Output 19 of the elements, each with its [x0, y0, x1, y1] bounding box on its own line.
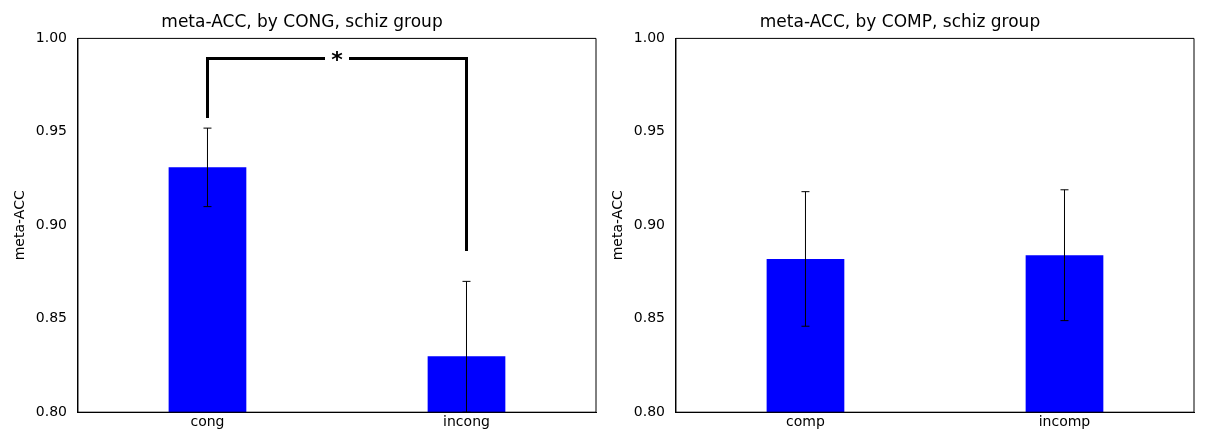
chart-title: meta-ACC, by CONG, schiz group: [161, 10, 443, 31]
y-tick-label: 0.90: [35, 215, 67, 232]
y-tick-label: 0.80: [35, 402, 67, 419]
y-axis-title: meta-ACC: [609, 190, 626, 261]
y-axis-title: meta-ACC: [11, 190, 28, 261]
y-tick-label: 0.85: [35, 309, 67, 326]
annotation: *: [330, 47, 344, 73]
y-tick-label: 0.95: [35, 122, 67, 139]
y-tick-label: 0.95: [633, 122, 665, 139]
y-tick-label: 1.00: [633, 29, 665, 46]
x-tick-label: comp: [786, 413, 825, 430]
y-tick-label: 1.00: [35, 29, 67, 46]
x-tick-label: cong: [190, 413, 225, 430]
x-tick-label: incomp: [1038, 413, 1091, 430]
y-tick-label: 0.90: [633, 215, 665, 232]
y-tick-label: 0.80: [633, 402, 665, 419]
chart-title: meta-ACC, by COMP, schiz group: [759, 10, 1041, 31]
y-tick-label: 0.85: [633, 309, 665, 326]
x-tick-label: incong: [443, 413, 490, 430]
